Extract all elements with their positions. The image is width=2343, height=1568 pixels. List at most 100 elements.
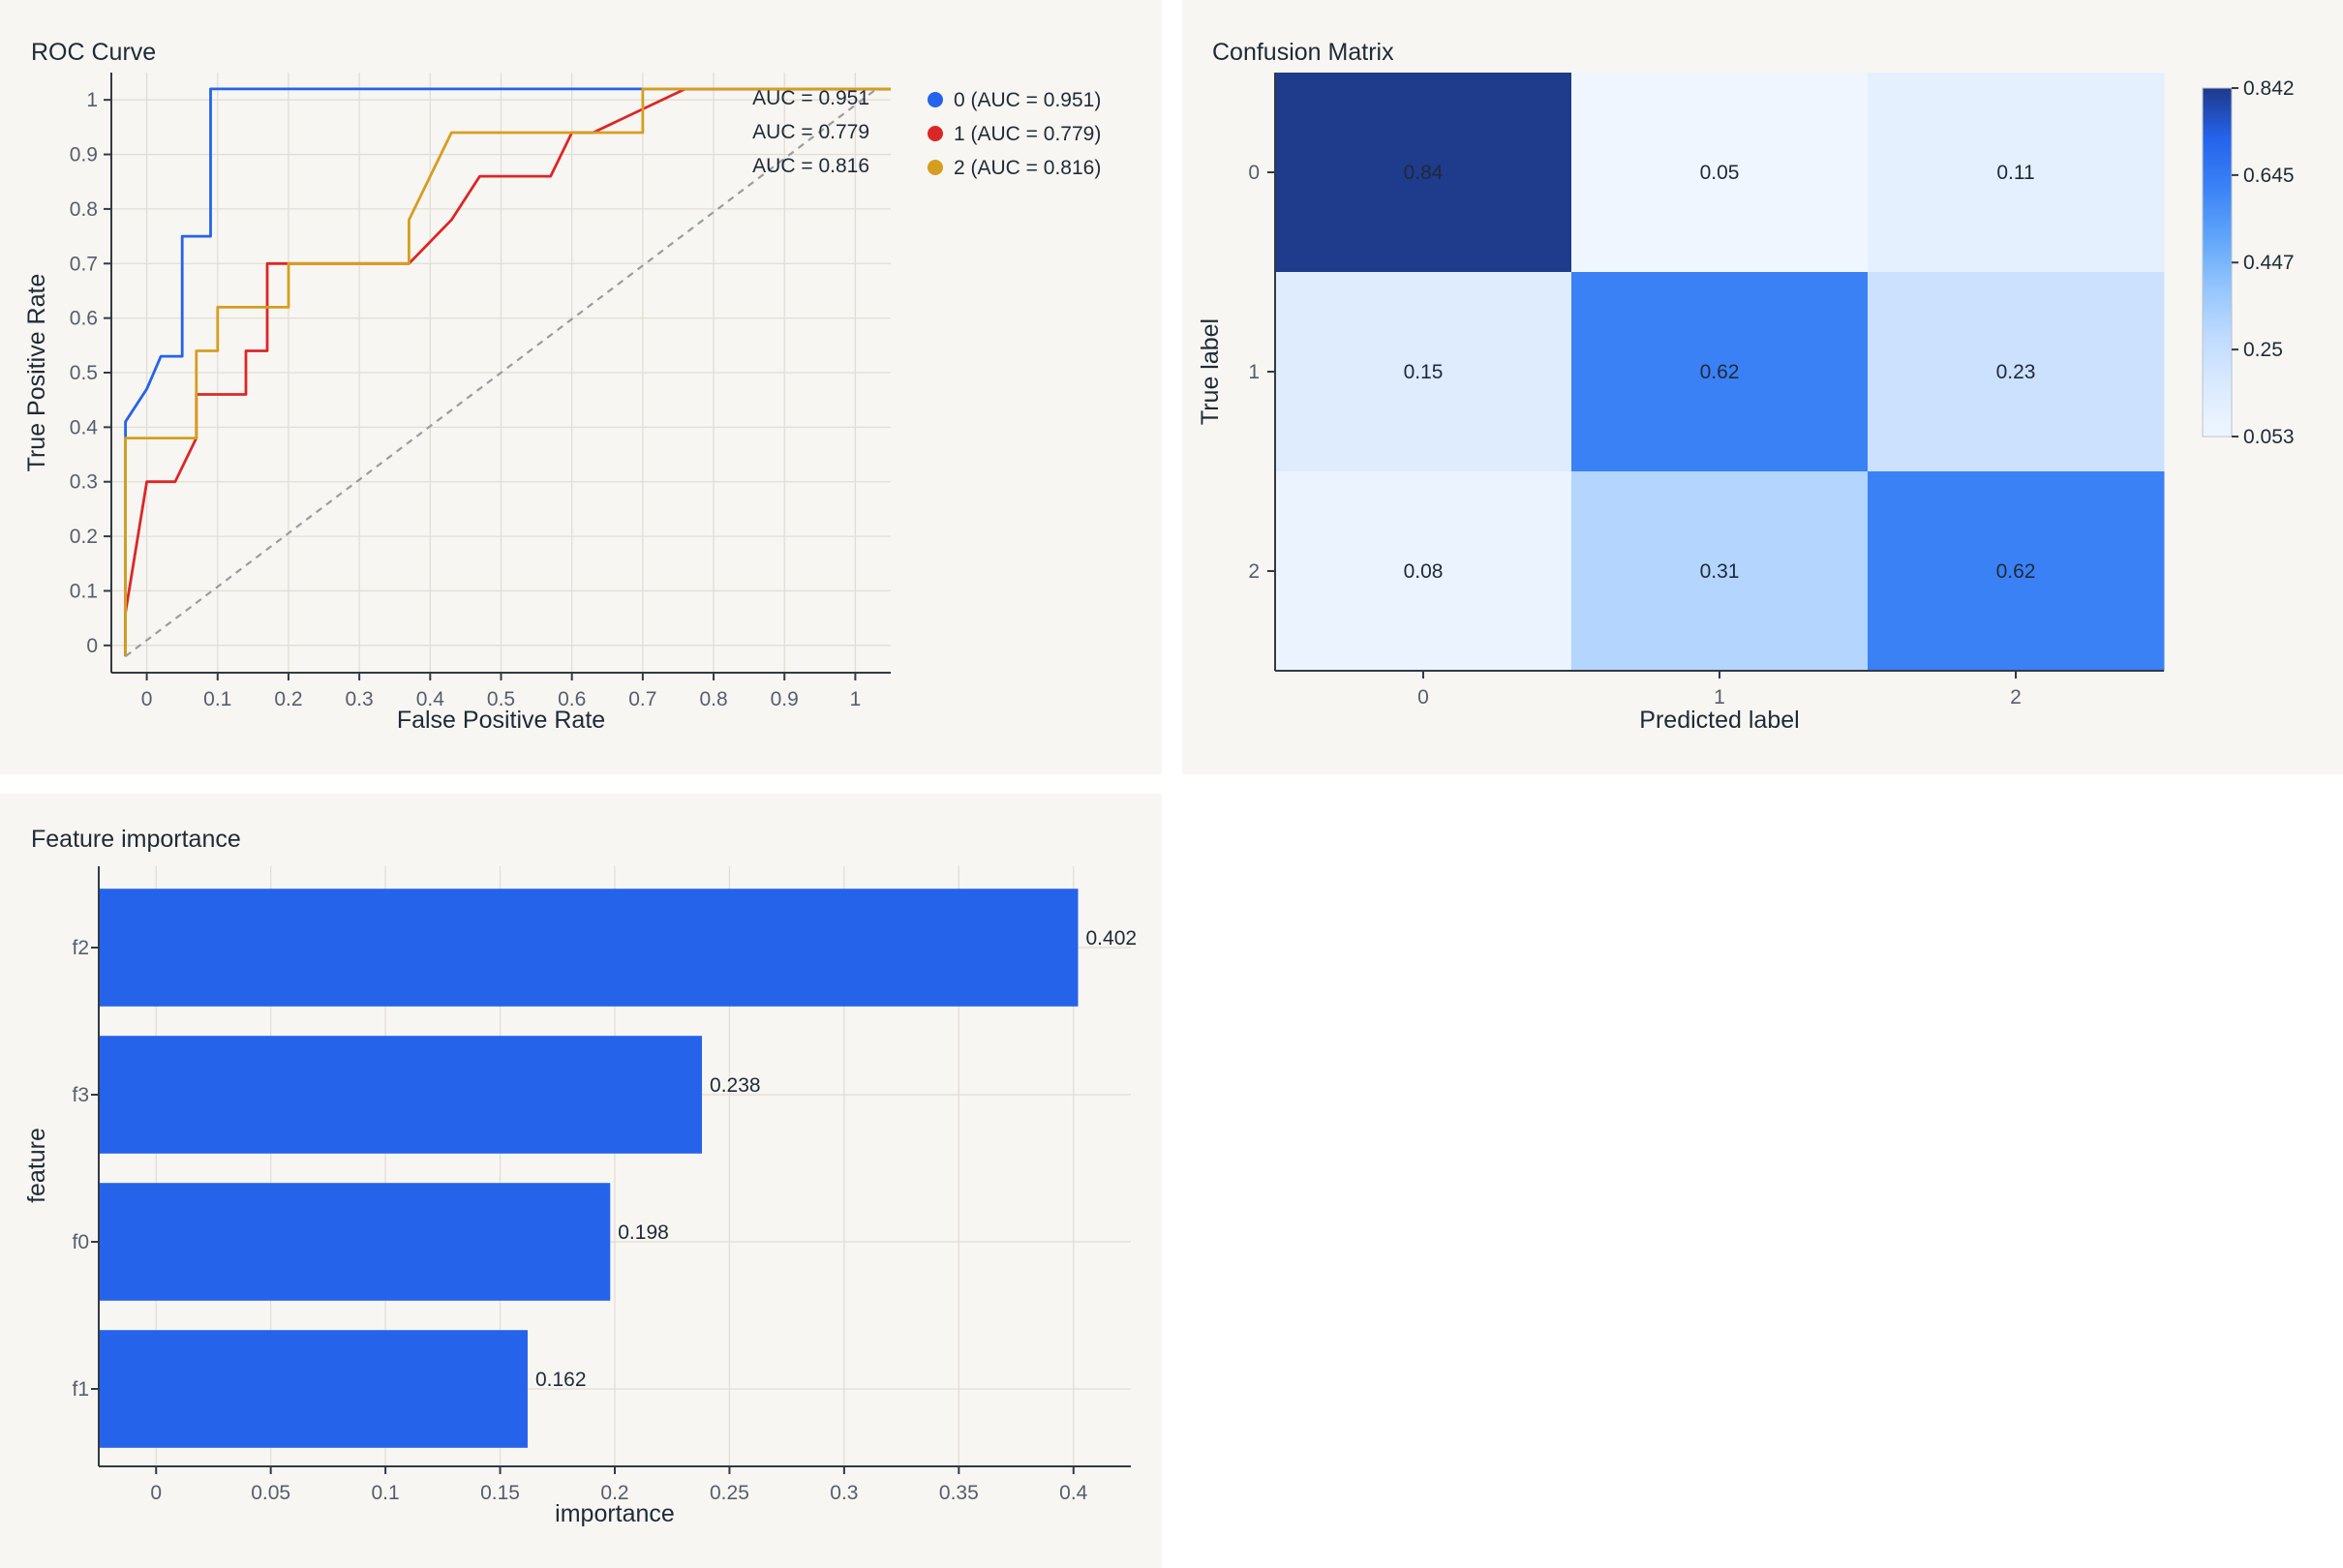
bar-value-label: 0.402 [1086, 927, 1138, 950]
y-axis-title: True Positive Rate [23, 274, 50, 472]
importance-bar [99, 889, 1079, 1007]
cell-value-label: 0.11 [1996, 162, 2034, 184]
heatmap-cell [1275, 272, 1572, 472]
feature-importance-chart: Feature importance 0 0.05 0.1 0.15 0.2 0.25 0.3… [23, 826, 1138, 1527]
heatmap-cell [1275, 471, 1572, 672]
auc-annotation: AUC = 0.951 [752, 87, 869, 109]
bar-value-label: 0.162 [535, 1369, 587, 1391]
x-tick-label: 0.6 [558, 688, 586, 710]
x-axis-title: importance [555, 1500, 675, 1527]
cell-value-label: 0.31 [1700, 560, 1740, 583]
chart-title: ROC Curve [31, 39, 156, 66]
x-tick-label: 0.4 [1059, 1482, 1088, 1504]
y-tick-label: 0.8 [70, 198, 98, 221]
x-tick-label: 0.7 [628, 688, 656, 710]
y-tick-label: 0.2 [70, 526, 98, 548]
y-tick-label: 0.6 [70, 308, 98, 330]
heatmap-cell [1868, 471, 2165, 672]
y-tick-label: 0.4 [70, 416, 99, 438]
x-tick-label: 0.8 [699, 688, 727, 710]
x-tick-label: 0 [141, 688, 153, 710]
heatmap-cell [1571, 471, 1869, 672]
bar-value-label: 0.238 [710, 1074, 761, 1097]
cell-value-label: 0.62 [1996, 560, 2036, 583]
roc-series-line [124, 87, 891, 657]
cell-value-label: 0.84 [1404, 162, 1444, 184]
x-tick-label: 0.2 [274, 688, 302, 710]
heatmap-cell [1275, 73, 1572, 273]
cell-value-label: 0.08 [1404, 560, 1444, 583]
x-tick-label: 2 [2010, 686, 2022, 709]
x-tick-label: 0.3 [346, 688, 374, 710]
confusion-matrix-panel: Confusion Matrix 0.84 0.05 0.11 0.15 0.62 0.23… [1182, 0, 2343, 774]
y-tick-label: 2 [1248, 560, 1260, 583]
x-tick-label: 0 [1417, 686, 1429, 709]
importance-bar [99, 1036, 703, 1154]
chart-title: Feature importance [31, 826, 241, 853]
feature-importance-panel: Feature importance 0 0.05 0.1 0.15 0.2 0.25 0.3… [0, 794, 1162, 1568]
x-tick-label: 0.3 [830, 1482, 858, 1504]
cell-value-label: 0.15 [1404, 361, 1444, 383]
x-tick-label: 0.25 [710, 1482, 749, 1504]
x-tick-label: 0.2 [600, 1482, 628, 1504]
heatmap-cell [1571, 272, 1869, 472]
x-tick-label: 1 [1714, 686, 1725, 709]
y-tick-label: 0.7 [70, 253, 98, 275]
colorbar [2202, 87, 2233, 437]
importance-bar [99, 1183, 611, 1301]
legend-marker [928, 160, 943, 175]
y-tick-label: 1 [86, 89, 98, 111]
y-tick-label: 0 [86, 635, 98, 657]
chance-line [124, 88, 878, 657]
y-axis-title: True label [1197, 318, 1224, 425]
y-axis-title: feature [23, 1128, 50, 1203]
heatmap-cell [1571, 73, 1869, 273]
legend-marker [928, 126, 943, 141]
x-tick-label: 0.05 [251, 1482, 290, 1504]
x-axis-title: False Positive Rate [397, 707, 605, 734]
auc-annotation: AUC = 0.816 [752, 155, 869, 177]
y-tick-label: f0 [72, 1231, 89, 1253]
colorbar-tick-label: 0.053 [2243, 426, 2295, 448]
legend-label: 2 (AUC = 0.816) [954, 157, 1101, 179]
x-tick-label: 1 [850, 688, 862, 710]
roc-chart: ROC Curve 0 0.1 0.2 0.3 0.4 0.5 0.6 0.7 0.8 0.9 1 0 0… [23, 39, 1101, 734]
colorbar-tick-label: 0.645 [2243, 165, 2295, 187]
colorbar-tick-label: 0.842 [2243, 77, 2295, 100]
x-axis-title: Predicted label [1639, 707, 1799, 734]
legend-label: 1 (AUC = 0.779) [954, 123, 1101, 145]
cell-value-label: 0.62 [1700, 361, 1740, 383]
heatmap-cell [1868, 272, 2165, 472]
x-tick-label: 0 [150, 1482, 162, 1504]
roc-panel: ROC Curve 0 0.1 0.2 0.3 0.4 0.5 0.6 0.7 0.8 0.9 1 0 0… [0, 0, 1162, 774]
y-tick-label: f3 [72, 1084, 89, 1106]
x-tick-label: 0.1 [372, 1482, 400, 1504]
y-tick-label: 1 [1248, 361, 1260, 383]
x-tick-label: 0.9 [771, 688, 799, 710]
bar-value-label: 0.198 [618, 1221, 669, 1244]
roc-series-line [124, 87, 891, 657]
cell-value-label: 0.23 [1996, 361, 2036, 383]
auc-annotation: AUC = 0.779 [752, 121, 869, 143]
y-tick-label: 0.3 [70, 471, 98, 494]
y-tick-label: 0.5 [70, 362, 98, 384]
colorbar-tick-label: 0.25 [2243, 339, 2283, 361]
y-tick-label: f2 [72, 937, 89, 959]
y-tick-label: 0 [1248, 162, 1260, 184]
x-tick-label: 0.35 [939, 1482, 979, 1504]
heatmap-cell [1868, 73, 2165, 273]
y-tick-label: f1 [72, 1378, 89, 1401]
importance-bar [99, 1330, 528, 1448]
legend-marker [928, 92, 943, 107]
y-tick-label: 0.1 [70, 580, 98, 602]
colorbar-tick-label: 0.447 [2243, 252, 2295, 274]
confusion-matrix-chart: Confusion Matrix 0.84 0.05 0.11 0.15 0.62 0.23… [1197, 39, 2295, 734]
cell-value-label: 0.05 [1700, 162, 1740, 184]
x-tick-label: 0.4 [416, 688, 445, 710]
y-tick-label: 0.9 [70, 144, 98, 166]
chart-title: Confusion Matrix [1212, 39, 1394, 66]
x-tick-label: 0.1 [203, 688, 231, 710]
x-tick-label: 0.15 [480, 1482, 520, 1504]
legend-label: 0 (AUC = 0.951) [954, 89, 1101, 111]
x-tick-label: 0.5 [487, 688, 515, 710]
